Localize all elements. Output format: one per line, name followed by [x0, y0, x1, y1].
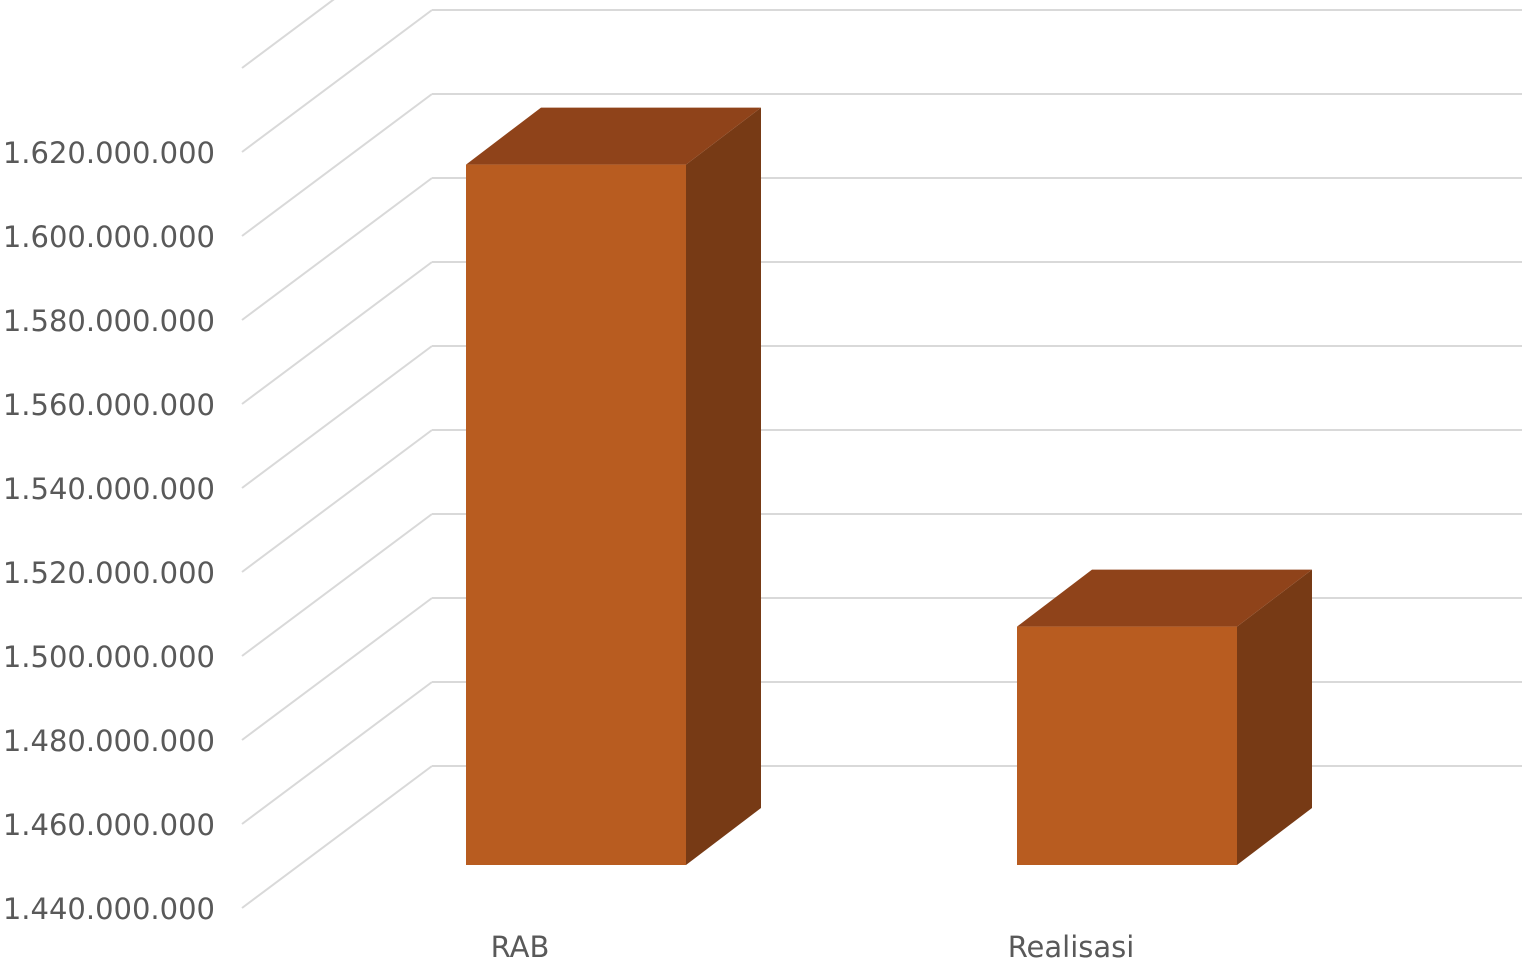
x-axis-ticks: RAB Realisasi: [491, 930, 1135, 964]
bars: [466, 107, 1312, 866]
gridline-side: [241, 513, 433, 657]
gridline-side: [241, 177, 433, 321]
y-tick-label: 1.600.000.000: [3, 220, 215, 254]
x-tick-label: Realisasi: [1008, 930, 1135, 963]
gridline-side: [241, 261, 433, 405]
gridline-side: [241, 0, 335, 69]
y-tick-label: 1.620.000.000: [3, 136, 215, 170]
gridline-side: [241, 681, 433, 825]
bar-top-face: [1017, 569, 1312, 627]
gridlines: [241, 0, 1522, 909]
y-tick-label: 1.500.000.000: [3, 640, 215, 674]
y-tick-label: 1.540.000.000: [3, 472, 215, 506]
y-tick-label: 1.560.000.000: [3, 388, 215, 422]
gridline-side: [241, 597, 433, 741]
bar-front-face: [466, 164, 686, 866]
bar-front-face: [1017, 626, 1237, 865]
bar-side-face: [686, 107, 761, 866]
y-tick-label: 1.480.000.000: [3, 724, 215, 758]
gridline-side: [241, 765, 433, 909]
y-tick-label: 1.520.000.000: [3, 556, 215, 590]
bar-side-face: [1237, 569, 1312, 865]
gridline-side: [241, 345, 433, 489]
y-tick-label: 1.580.000.000: [3, 304, 215, 338]
gridline-side: [241, 93, 433, 237]
y-tick-label: 1.460.000.000: [3, 808, 215, 842]
bar-realisasi: [1017, 569, 1312, 865]
bar-rab: [466, 107, 761, 866]
gridline-side: [241, 9, 433, 153]
bar-top-face: [466, 107, 761, 165]
x-tick-label: RAB: [491, 930, 550, 963]
y-tick-label: 1.440.000.000: [3, 892, 215, 926]
gridline-side: [241, 429, 433, 573]
y-axis-ticks: 1.440.000.000 1.460.000.000 1.480.000.000 1…: [3, 136, 215, 926]
